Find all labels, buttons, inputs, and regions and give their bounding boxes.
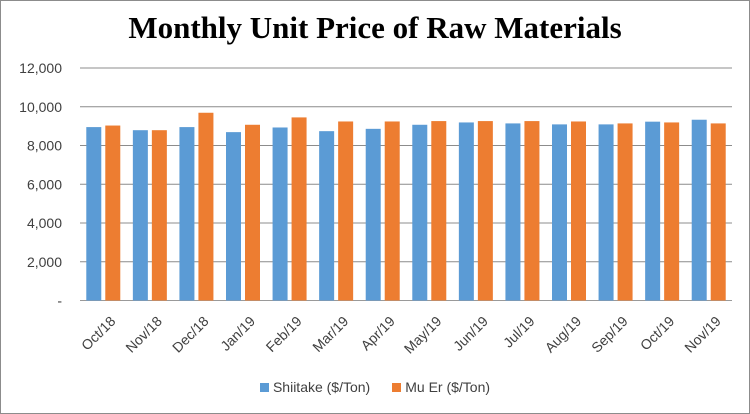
bar-mu-er: [431, 121, 447, 301]
bar-mu-er: [291, 117, 307, 301]
y-tick-label: 12,000: [19, 60, 62, 76]
bar-shiitake: [505, 123, 521, 301]
bars: [86, 112, 726, 301]
y-tick-label: 4,000: [27, 215, 62, 231]
bar-shiitake: [598, 124, 614, 301]
bar-mu-er: [477, 121, 493, 301]
legend-swatch-mu-er: [392, 382, 402, 392]
x-tick-label: Dec/18: [169, 313, 212, 356]
bar-mu-er: [710, 123, 726, 301]
bar-shiitake: [226, 132, 241, 301]
legend: Shiitake ($/Ton) Mu Er ($/Ton): [0, 379, 750, 395]
bar-mu-er: [571, 121, 586, 301]
bar-shiitake: [552, 124, 567, 301]
x-tick-label: Jul/19: [500, 313, 538, 351]
legend-swatch-shiitake: [259, 382, 269, 392]
x-tick-label: Oct/19: [637, 313, 678, 354]
x-tick-label: Jun/19: [450, 313, 491, 354]
y-tick-label: 10,000: [19, 99, 62, 115]
chart-title: Monthly Unit Price of Raw Materials: [128, 10, 622, 45]
bar-shiitake: [319, 131, 335, 301]
x-tick-label: Apr/19: [357, 313, 398, 354]
bar-shiitake: [132, 130, 148, 301]
x-tick-label: Sep/19: [588, 313, 631, 356]
legend-item-shiitake: Shiitake ($/Ton): [259, 379, 371, 395]
x-tick-label: Feb/19: [263, 313, 305, 355]
y-tick-label: 2,000: [27, 254, 62, 270]
legend-item-mu-er: Mu Er ($/Ton): [392, 379, 490, 395]
bar-shiitake: [365, 128, 381, 301]
x-axis-ticks: Oct/18 Nov/18 Dec/18 Jan/19 Feb/19 Mar/19 Apr/…: [78, 313, 724, 357]
bar-shiitake: [86, 127, 102, 301]
x-tick-label: Nov/19: [681, 313, 724, 356]
bar-mu-er: [524, 121, 540, 301]
bar-shiitake: [272, 127, 288, 301]
bar-mu-er: [198, 112, 214, 301]
bar-mu-er: [617, 123, 633, 301]
x-tick-label: Oct/18: [78, 313, 119, 354]
bar-shiitake: [691, 119, 707, 301]
bar-mu-er: [384, 121, 400, 301]
legend-label-mu-er: Mu Er ($/Ton): [405, 379, 491, 395]
bar-mu-er: [664, 122, 680, 301]
y-axis-ticks: - 2,000 4,000 6,000 8,000 10,000 12,000: [19, 60, 62, 309]
y-tick-label: 6,000: [27, 176, 62, 192]
x-tick-label: May/19: [401, 313, 445, 357]
x-tick-label: Aug/19: [542, 313, 585, 356]
x-tick-label: Nov/18: [122, 313, 165, 356]
bar-mu-er: [338, 121, 354, 301]
y-tick-label: -: [57, 293, 62, 309]
bar-mu-er: [245, 124, 260, 301]
x-tick-label: Mar/19: [309, 313, 351, 355]
legend-label-shiitake: Shiitake ($/Ton): [272, 379, 371, 395]
y-tick-label: 8,000: [27, 138, 62, 154]
bar-mu-er: [151, 130, 167, 301]
bar-shiitake: [645, 121, 661, 301]
bar-shiitake: [179, 127, 195, 301]
bar-mu-er: [105, 125, 121, 301]
x-tick-label: Jan/19: [217, 313, 258, 354]
gridlines: [80, 67, 732, 301]
bar-shiitake: [458, 122, 474, 301]
bar-shiitake: [412, 124, 428, 301]
